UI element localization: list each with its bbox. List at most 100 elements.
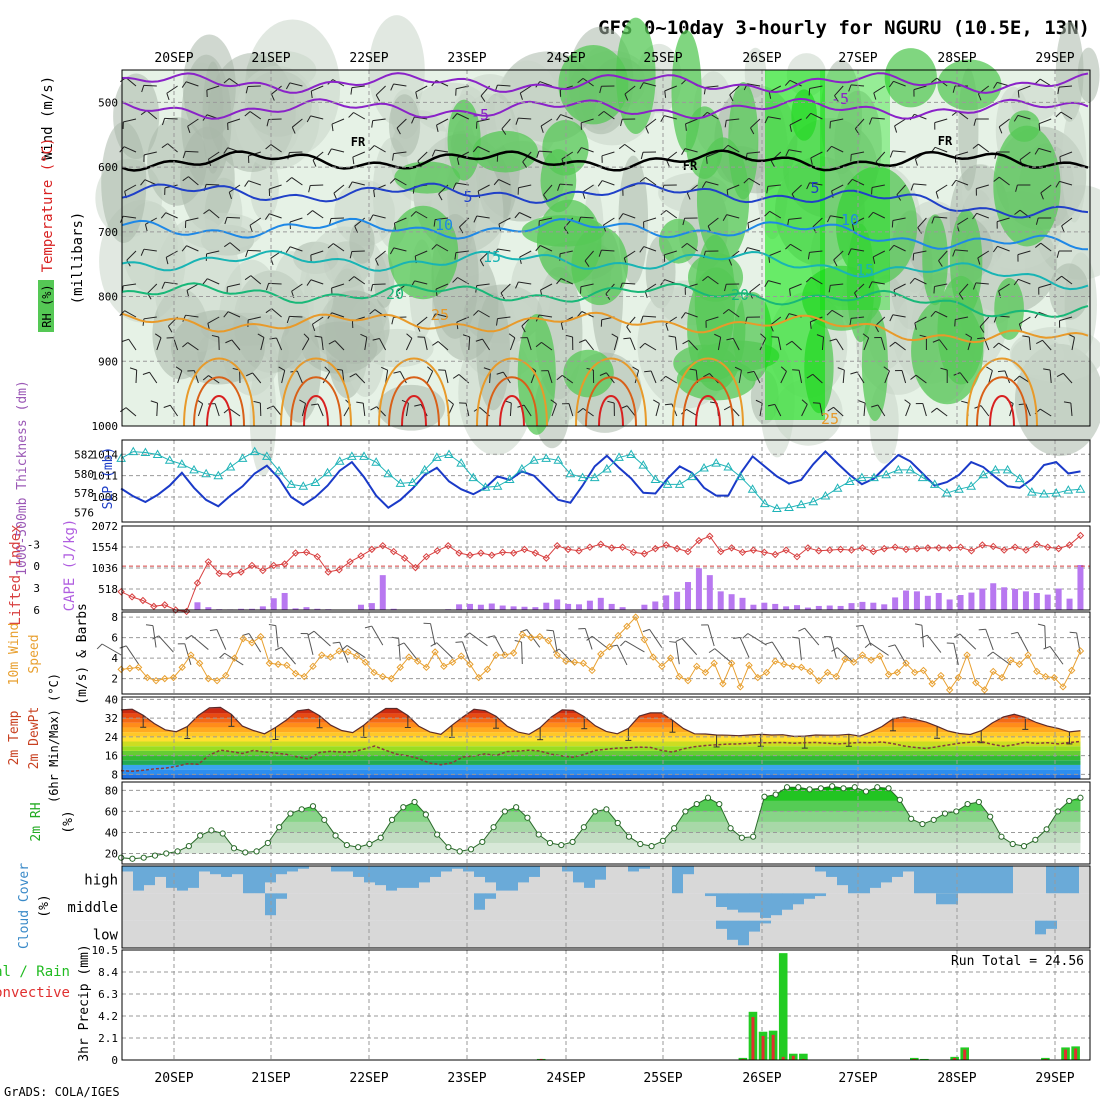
wind-barb [810,276,823,285]
y-tick-label: 6.3 [98,988,118,1001]
wind-barb [935,184,948,193]
surface-wind-barb [455,641,463,643]
wind-barb [961,400,969,404]
rh-point [874,784,881,791]
wind-barb [244,111,251,117]
wind-barb [914,316,927,324]
wind-barb [508,333,516,339]
cape-bar [379,575,386,610]
wind-barb [965,333,972,338]
rh-moist [658,218,698,264]
cloud-clear-cell [540,866,552,894]
li-point [978,541,987,549]
wind-barb [666,159,670,167]
isotherm-label: -5 [831,90,849,108]
wind-barb [1038,147,1052,153]
precip-convective-bar [1074,1048,1078,1060]
cape-bar [488,603,495,610]
cape-bar [543,602,550,610]
wind-barb [644,283,657,292]
wind-barb [607,400,615,404]
wind-barb [848,84,852,92]
wind-barb [539,314,553,318]
wind-barb [223,311,229,318]
li-point [553,542,561,550]
thickness-point [772,503,782,512]
cloud-clear-cell [760,920,772,948]
cloud-cell [1035,920,1047,935]
rh-point [829,783,836,790]
rh-point [309,803,317,810]
cape-bar [499,605,506,610]
wind-barb [181,245,187,252]
cloud-clear-cell [551,893,563,921]
wind-speed-point [849,658,858,666]
cloud-clear-cell [452,893,464,921]
wind-speed-point [405,653,413,661]
rh-band [122,790,1081,801]
cloud-clear-cell [991,893,1003,921]
cloud-cell [760,920,772,924]
cloud-clear-cell [925,920,937,948]
wind-barb [202,375,209,381]
cape-bar [521,606,528,610]
rh-point [1043,826,1050,833]
wind-barb [452,113,458,120]
cloud-clear-cell [441,920,453,948]
li-point [444,542,452,550]
temp-band [122,697,1090,704]
cloud-clear-cell [309,920,321,948]
rh-point [208,827,215,834]
wind-barb [393,151,407,155]
cloud-clear-cell [749,866,761,894]
wind-barb [125,77,137,87]
thickness-point [1002,464,1013,474]
wind-barb [871,117,885,120]
thickness-point [128,446,139,456]
wind-barb [187,126,191,134]
li-point [1076,531,1085,540]
cape-bar [695,568,702,610]
cloud-clear-cell [188,920,200,948]
cloud-clear-cell [683,866,695,894]
thickness-point [917,472,928,482]
cloud-clear-cell [309,893,321,921]
wind-speed-point [1068,666,1076,675]
wind-speed-point [256,632,265,641]
cloud-clear-cell [628,866,640,894]
wind-barb [459,226,464,234]
li-point [695,536,703,545]
wind-barb [352,151,365,158]
wind-barb [350,87,353,95]
rh-point [851,784,858,791]
y-tick-label: 6 [111,632,118,645]
wind-barb [723,406,731,411]
wind-barb [914,322,917,330]
precip-convective-label: Convective [0,985,70,1001]
wind-barb [301,338,310,351]
wind-barb [369,145,375,151]
cloud-clear-cell [1024,866,1036,894]
wind-barb [717,337,722,351]
thickness-point [261,451,272,460]
thickness-point [517,463,527,473]
li-point [760,548,769,557]
cape-bar [586,600,593,610]
wind-barb [476,118,490,123]
wind-barb [223,147,229,154]
wind-barb [522,161,528,168]
wind-speed-point [544,636,553,645]
top-date-label: 25SEP [643,51,682,66]
cloud-clear-cell [474,866,486,894]
wind-barb [334,340,345,351]
cloud-clear-cell [595,893,607,921]
wind-barb [310,250,324,256]
wind-speed-point [823,668,832,677]
cloud-clear-cell [364,920,376,948]
cloud-clear-cell [1057,893,1069,921]
wind-barb [306,279,312,286]
wind-barb [701,181,707,188]
wind-barb [399,371,407,384]
isotherm-lobe [378,357,450,427]
wind-barb [930,77,938,83]
